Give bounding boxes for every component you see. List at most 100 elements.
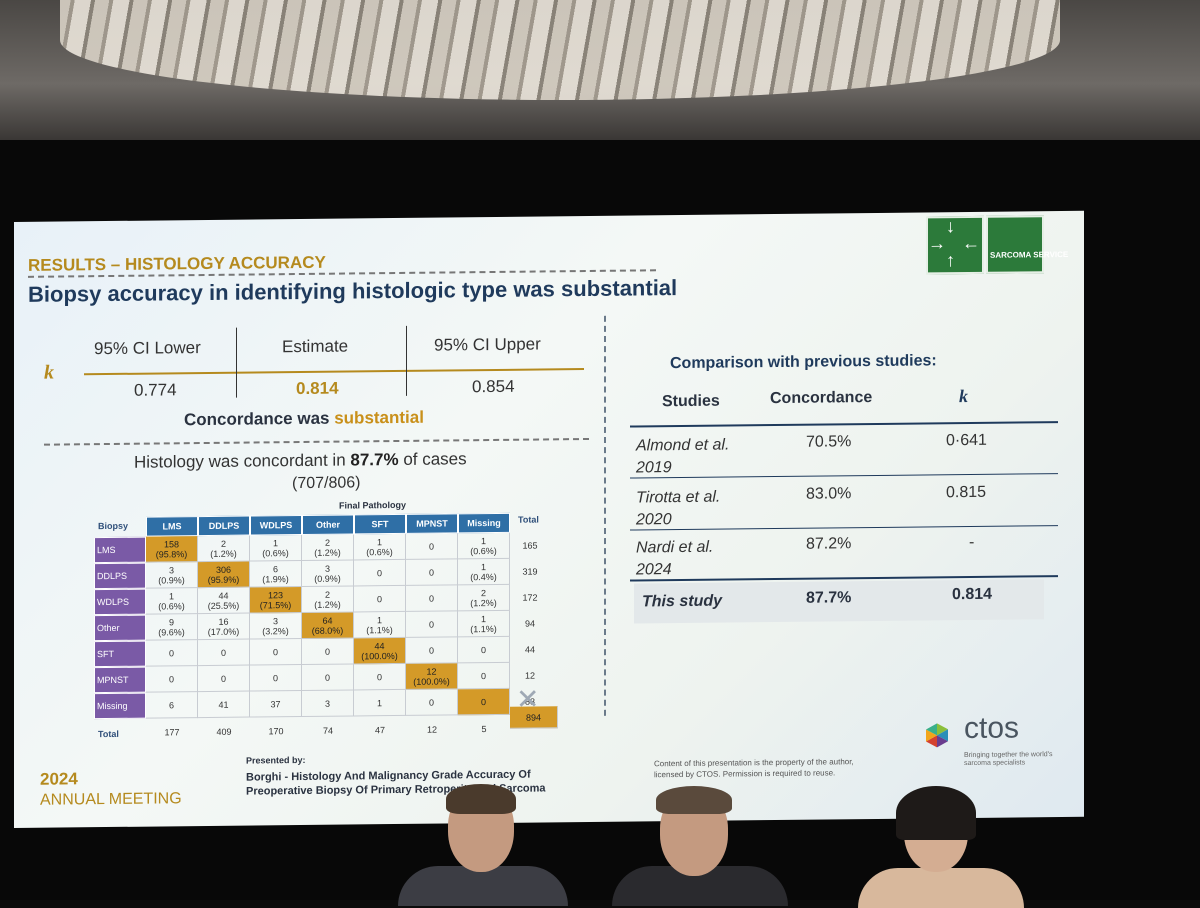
row-total: 172 (522, 592, 538, 603)
matrix-cell: 306 (95.9%) (198, 561, 250, 589)
matrix-cell: 3 (0.9%) (146, 562, 198, 589)
matrix-cell: 44 (100.0%) (354, 637, 406, 665)
row-total: 44 (524, 644, 535, 655)
sarcoma-service-logo (986, 215, 1044, 274)
comparison-kappa-3: - (969, 533, 975, 551)
divider (44, 437, 589, 446)
matrix-cell: 0 (406, 689, 458, 716)
matrix-cell: 1 (0.6%) (146, 588, 198, 615)
column-header: LMS (146, 516, 198, 537)
matrix-cell: 0 (406, 585, 458, 612)
matrix-cell: 1 (0.6%) (354, 533, 406, 561)
column-total: 5 (481, 724, 487, 735)
comparison-study-1: Almond et al. 2019 (636, 436, 730, 477)
copyright-line-2: licensed by CTOS. Permission is required… (654, 768, 836, 780)
kappa-header-upper: 95% CI Upper (434, 334, 541, 355)
histology-prefix: Histology was concordant in (134, 450, 351, 472)
panelist-body (858, 868, 1024, 908)
matrix-cell: 64 (68.0%) (302, 612, 354, 639)
kappa-divider (236, 327, 237, 398)
column-header: DDLPS (198, 515, 250, 537)
ctos-logo-icon (926, 723, 948, 748)
biopsy-label: Biopsy (98, 520, 129, 532)
comparison-kappa-1: 0·641 (946, 431, 987, 450)
matrix-cell: 0 (302, 638, 354, 665)
comparison-header-kappa: k (959, 386, 968, 407)
panelist-hair (446, 784, 516, 814)
chandelier (60, 0, 1060, 100)
row-total: 165 (522, 540, 538, 551)
matrix-cell: 0 (458, 636, 510, 664)
row-total: 319 (522, 566, 538, 577)
matrix-cell: 0 (302, 664, 354, 691)
matrix-cell: 1 (1.1%) (458, 610, 510, 638)
kappa-symbol: k (44, 361, 54, 384)
row-header: Other (94, 614, 146, 642)
column-total: 170 (268, 726, 284, 737)
comparison-kappa-2: 0.815 (946, 483, 987, 502)
kappa-header-lower: 95% CI Lower (94, 338, 201, 359)
matrix-cell: 0 (458, 662, 510, 690)
logo-text: SARCOMA SERVICE (990, 249, 1069, 260)
matrix-cell: 6 (146, 692, 198, 719)
matrix-cell: 12 (100.0%) (406, 663, 458, 690)
comparison-concordance-1: 70.5% (806, 433, 852, 451)
matrix-cell: 0 (250, 638, 302, 666)
row-header: WDLPS (94, 588, 146, 616)
meeting-year: 2024 (40, 769, 78, 789)
matrix-cell: 1 (0.6%) (250, 534, 302, 562)
this-study-label: This study (642, 592, 723, 611)
matrix-cell: 37 (250, 690, 302, 718)
reference-line-1: Borghi - Histology And Malignancy Grade … (246, 768, 531, 784)
column-total: 177 (164, 727, 180, 738)
panelist-body (398, 866, 568, 906)
matrix-cell: 1 (0.6%) (458, 532, 510, 560)
matrix-cell: 2 (1.2%) (302, 534, 354, 561)
arrow-up-icon: ↑ (946, 250, 955, 271)
panelist-hair (656, 786, 732, 814)
slide-title: Biopsy accuracy in identifying histologi… (28, 275, 678, 307)
matrix-cell: 2 (1.2%) (458, 584, 510, 612)
matrix-cell: 0 (354, 663, 406, 691)
column-header: WDLPS (250, 514, 302, 536)
comparison-study-3: Nardi et al. 2024 (636, 538, 714, 579)
column-total: 47 (374, 725, 385, 736)
cross-out-icon: ✕ (516, 683, 540, 715)
matrix-cell: 0 (354, 559, 406, 587)
ctos-tagline-2: sarcoma specialists (964, 759, 1026, 768)
kappa-lower-value: 0.774 (134, 380, 177, 400)
comparison-concordance-2: 83.0% (806, 485, 852, 503)
row-header: LMS (94, 536, 146, 564)
row-header: Missing (94, 692, 146, 720)
histology-suffix: of cases (398, 449, 467, 469)
arrow-right-icon: → (928, 233, 946, 254)
matrix-cell: 41 (198, 691, 250, 719)
matrix-cell: 0 (406, 559, 458, 586)
matrix-cell: 1 (354, 689, 406, 717)
matrix-cell: 0 (250, 664, 302, 692)
column-header: Other (302, 514, 354, 535)
kappa-upper-value: 0.854 (472, 376, 515, 397)
column-header: Missing (458, 512, 510, 534)
matrix-cell: 2 (1.2%) (198, 535, 250, 563)
matrix-cell: 9 (9.6%) (146, 614, 198, 641)
projected-slide: RESULTS – HISTOLOGY ACCURACY Biopsy accu… (14, 210, 1084, 829)
arrow-left-icon: ← (962, 232, 980, 254)
matrix-cell: 0 (198, 665, 250, 693)
matrix-cell: 158 (95.8%) (146, 536, 198, 563)
comparison-title: Comparison with previous studies: (670, 352, 937, 373)
row-total: 94 (524, 618, 535, 629)
matrix-cell: 44 (25.5%) (198, 587, 250, 615)
concordance-highlight: substantial (334, 407, 424, 428)
matrix-cell: 0 (406, 533, 458, 560)
ctos-tagline-1: Bringing together the world's (964, 751, 1053, 760)
comparison-concordance-3: 87.2% (806, 535, 852, 553)
kappa-rule (84, 368, 584, 376)
this-study-kappa: 0.814 (952, 585, 993, 604)
histology-pct: 87.7% (350, 449, 399, 470)
kappa-header-estimate: Estimate (282, 336, 349, 357)
copyright-line-1: Content of this presentation is the prop… (654, 757, 854, 769)
final-pathology-label: Final Pathology (339, 499, 407, 511)
total-row-label: Total (98, 728, 119, 740)
matrix-cell: 0 (354, 585, 406, 613)
